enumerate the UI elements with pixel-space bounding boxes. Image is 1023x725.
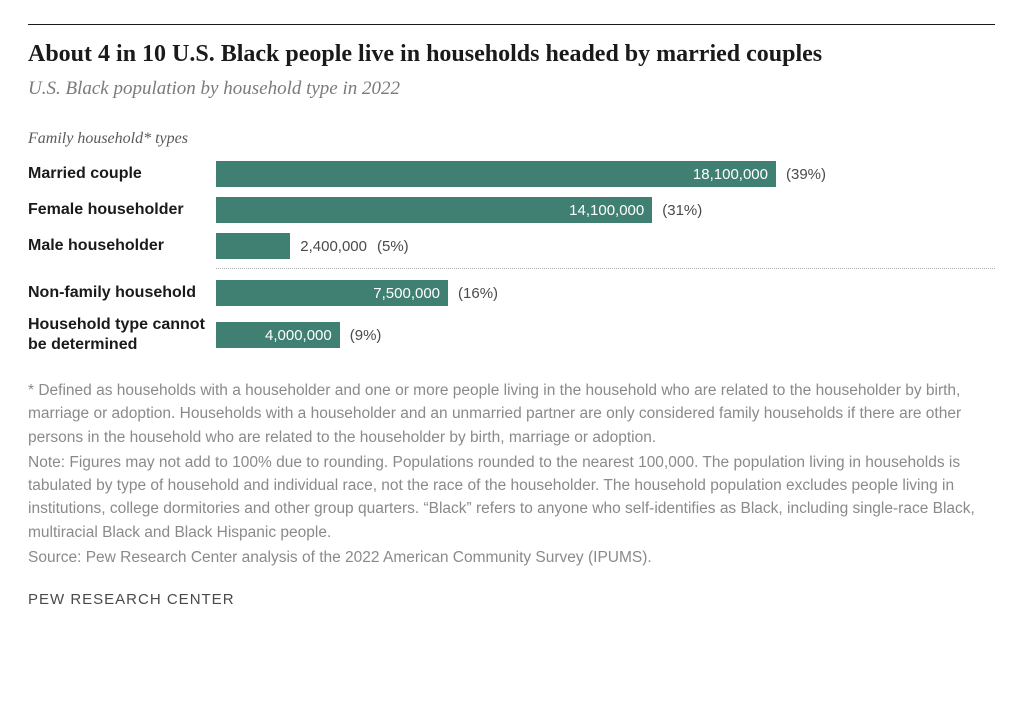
bar: 7,500,000	[216, 280, 448, 306]
bar-percent: (39%)	[786, 166, 826, 183]
bar-area: 2,400,000 (5%)	[216, 233, 995, 259]
row-label: Male householder	[28, 236, 216, 256]
bar: 14,100,000	[216, 197, 652, 223]
bar-row: Married couple 18,100,000 (39%)	[28, 160, 995, 188]
bar-value: 2,400,000	[300, 238, 367, 255]
bar-row: Male householder 2,400,000 (5%)	[28, 232, 995, 260]
row-label: Female householder	[28, 200, 216, 220]
footnote-source: Source: Pew Research Center analysis of …	[28, 546, 995, 569]
footnotes: * Defined as households with a household…	[28, 379, 995, 569]
bar-area: 14,100,000 (31%)	[216, 197, 995, 223]
bar-percent: (31%)	[662, 202, 702, 219]
chart-title: About 4 in 10 U.S. Black people live in …	[28, 41, 995, 68]
bar-percent: (5%)	[377, 238, 409, 255]
chart-subtitle: U.S. Black population by household type …	[28, 78, 995, 100]
bar-value: 7,500,000	[373, 285, 440, 302]
row-label: Household type cannot be determined	[28, 315, 216, 355]
row-label: Married couple	[28, 164, 216, 184]
bar-value: 18,100,000	[693, 166, 768, 183]
bar-percent: (9%)	[350, 327, 382, 344]
footnote-note: Note: Figures may not add to 100% due to…	[28, 451, 995, 544]
bar-value: 14,100,000	[569, 202, 644, 219]
footnote-definition: * Defined as households with a household…	[28, 379, 995, 449]
bar-row: Non-family household 7,500,000 (16%)	[28, 279, 995, 307]
bar-row: Female householder 14,100,000 (31%)	[28, 196, 995, 224]
bar-value: 4,000,000	[265, 327, 332, 344]
bar: 4,000,000	[216, 322, 340, 348]
bar-area: 4,000,000 (9%)	[216, 322, 995, 348]
top-rule	[28, 24, 995, 25]
org-attribution: PEW RESEARCH CENTER	[28, 591, 995, 608]
bar-area: 18,100,000 (39%)	[216, 161, 995, 187]
bar-percent: (16%)	[458, 285, 498, 302]
bar-row: Household type cannot be determined4,000…	[28, 315, 995, 355]
group-divider	[216, 268, 995, 269]
row-label: Non-family household	[28, 283, 216, 303]
section-label: Family household* types	[28, 130, 995, 148]
bar	[216, 233, 290, 259]
bar-chart: Married couple 18,100,000 (39%) Female hous…	[28, 160, 995, 355]
bar: 18,100,000	[216, 161, 776, 187]
bar-area: 7,500,000 (16%)	[216, 280, 995, 306]
